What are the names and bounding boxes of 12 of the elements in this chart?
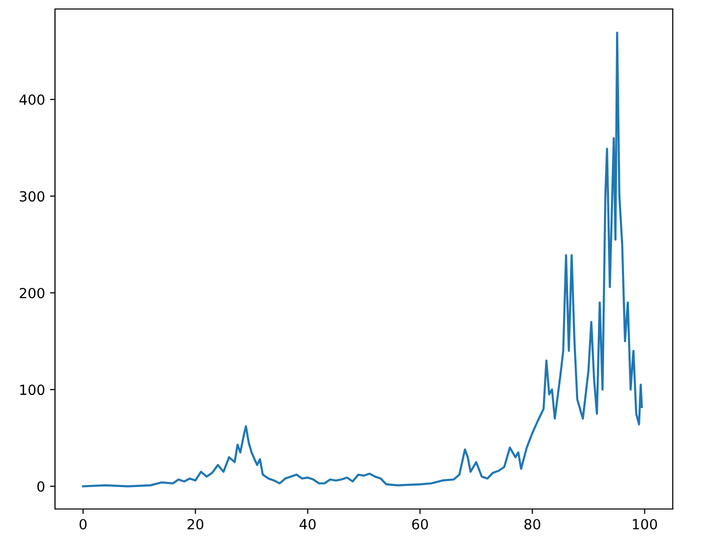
y-tick-label: 200: [20, 288, 44, 298]
y-tick-label: 400: [19, 94, 44, 105]
x-tick-label: 0: [80, 518, 87, 530]
x-tick-label: 100: [632, 518, 657, 530]
x-tick-label: 80: [524, 518, 540, 530]
y-tick-label: 300: [20, 191, 44, 202]
x-tick-label: 20: [188, 518, 204, 530]
x-tick-label: 60: [412, 518, 428, 530]
y-tick-label: 0: [37, 481, 44, 492]
y-tick-label: 100: [20, 384, 44, 396]
x-tick-label: 40: [300, 518, 316, 530]
line-series: [82, 32, 643, 488]
